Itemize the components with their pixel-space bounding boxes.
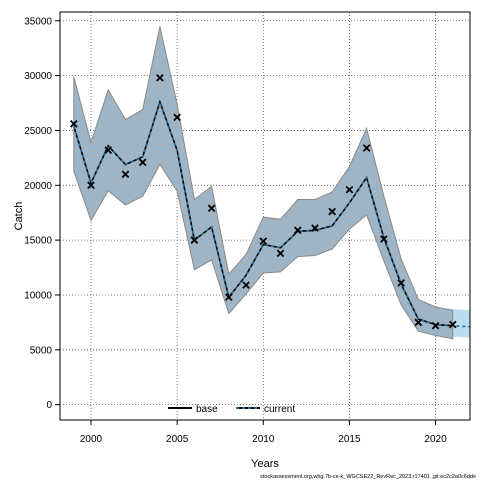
observed-point-stroke-b <box>87 181 95 190</box>
observed-point-2015 <box>345 185 354 194</box>
line-current <box>73 99 471 328</box>
x-tick-label-2000: 2000 <box>80 434 103 445</box>
y-axis: 0 5000 10000 15000 20000 25000 30000 35000 <box>24 16 60 411</box>
observed-points <box>69 73 457 330</box>
observed-point-stroke-b <box>311 224 319 232</box>
observed-point-2020 <box>431 321 440 330</box>
observed-point-1999 <box>69 120 78 128</box>
legend-label-current: current <box>264 404 295 415</box>
observed-point-2012 <box>293 226 302 235</box>
observed-point-stroke-b <box>397 279 405 287</box>
observed-point-2005 <box>173 113 181 122</box>
y-tick-label-20000: 20000 <box>24 181 52 192</box>
observed-point-2007 <box>207 204 216 213</box>
observed-point-2009 <box>242 281 250 289</box>
observed-point-stroke-b <box>138 158 147 167</box>
observed-point-stroke-b <box>328 207 337 216</box>
observed-point-stroke-b <box>104 146 113 155</box>
observed-point-stroke-b <box>121 170 130 179</box>
observed-point-2010 <box>259 237 268 246</box>
observed-point-2018 <box>397 279 405 287</box>
observed-point-stroke-b <box>207 204 216 213</box>
band-base <box>73 26 454 340</box>
observed-point-stroke-b <box>414 318 423 327</box>
y-tick-label-10000: 10000 <box>24 290 52 301</box>
observed-point-2003 <box>138 158 147 167</box>
y-tick-label-0: 0 <box>46 400 52 411</box>
observed-point-2021 <box>448 320 457 329</box>
observed-point-stroke-b <box>276 249 285 258</box>
observed-point-2014 <box>328 207 337 216</box>
observed-point-2001 <box>104 146 113 155</box>
observed-point-2006 <box>190 236 199 244</box>
x-axis-label: Years <box>251 458 279 470</box>
observed-point-stroke-b <box>156 73 164 82</box>
observed-point-stroke-b <box>448 320 457 329</box>
observed-point-2008 <box>224 293 233 301</box>
footer-text: stockassessment.org,whg.7b-ce-k_WGCSE22_… <box>260 474 476 480</box>
x-axis: 2000 2005 2010 2015 2020 <box>80 420 447 445</box>
x-tick-label-2005: 2005 <box>166 434 189 445</box>
y-tick-label-30000: 30000 <box>24 71 52 82</box>
x-tick-label-2015: 2015 <box>338 434 361 445</box>
x-tick-label-2020: 2020 <box>424 434 447 445</box>
y-axis-label: Catch <box>13 202 25 231</box>
observed-point-stroke-b <box>293 226 302 235</box>
observed-point-stroke-b <box>242 281 250 289</box>
observed-point-stroke-b <box>224 293 233 301</box>
observed-point-2011 <box>276 249 285 258</box>
x-tick-label-2010: 2010 <box>252 434 275 445</box>
observed-point-2002 <box>121 170 130 179</box>
observed-point-stroke-b <box>345 185 354 194</box>
observed-point-stroke-b <box>69 120 78 128</box>
observed-point-2017 <box>380 235 388 243</box>
observed-point-2019 <box>414 318 423 327</box>
y-tick-label-35000: 35000 <box>24 16 52 27</box>
confidence-bands <box>73 26 471 340</box>
observed-point-2016 <box>362 144 371 152</box>
y-tick-label-25000: 25000 <box>24 126 52 137</box>
y-tick-label-5000: 5000 <box>30 345 53 356</box>
series-lines <box>73 99 471 328</box>
y-tick-label-15000: 15000 <box>24 236 52 247</box>
legend: base current <box>168 404 295 415</box>
observed-point-2000 <box>87 181 95 190</box>
observed-point-2004 <box>156 73 164 82</box>
observed-point-stroke-b <box>259 237 268 246</box>
observed-point-stroke-b <box>431 321 440 330</box>
plot-frame <box>59 11 471 421</box>
legend-label-base: base <box>196 404 218 415</box>
observed-point-stroke-b <box>173 113 181 122</box>
observed-point-stroke-b <box>380 235 388 243</box>
observed-point-2013 <box>311 224 319 232</box>
observed-point-stroke-b <box>190 236 199 244</box>
observed-point-stroke-b <box>362 144 371 152</box>
